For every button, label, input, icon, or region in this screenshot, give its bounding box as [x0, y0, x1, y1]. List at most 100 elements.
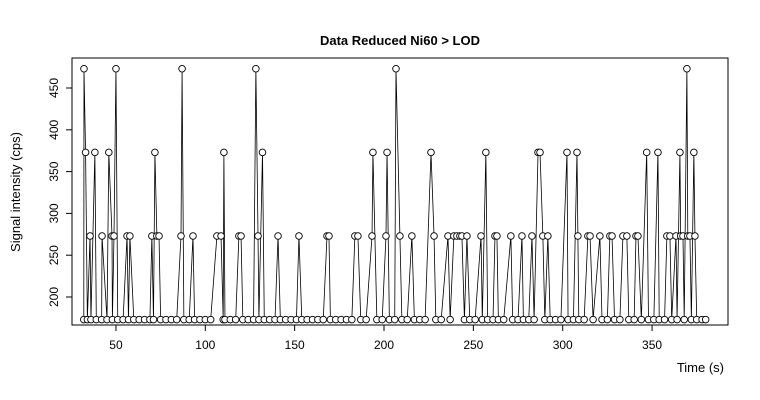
data-point: [660, 315, 669, 324]
chart-title: Data Reduced Ni60 > LOD: [320, 33, 480, 48]
data-point: [252, 65, 260, 73]
data-point: [112, 65, 120, 73]
data-point: [86, 232, 94, 240]
data-point: [155, 232, 163, 240]
data-point: [421, 315, 429, 324]
data-point: [98, 232, 106, 240]
data-point: [151, 148, 159, 157]
y-tick-label: 200: [47, 287, 61, 307]
data-point: [319, 315, 327, 324]
data-point: [642, 148, 651, 157]
data-point: [616, 315, 624, 324]
data-point: [390, 315, 399, 324]
data-point: [586, 232, 594, 240]
data-point: [110, 232, 118, 240]
x-tick-label: 350: [642, 338, 662, 352]
data-point: [623, 232, 631, 240]
y-axis-label: Signal intensity (cps): [8, 132, 23, 252]
data-point: [295, 232, 303, 240]
data-point: [690, 148, 698, 157]
data-point: [507, 232, 515, 240]
data-point: [634, 232, 642, 240]
y-tick-label: 250: [47, 245, 61, 265]
data-point: [354, 232, 362, 240]
x-tick-label: 150: [285, 338, 305, 352]
data-point: [518, 232, 526, 240]
data-point: [530, 315, 538, 324]
data-point: [499, 315, 508, 324]
data-point: [493, 232, 501, 240]
data-point: [237, 232, 245, 240]
data-point: [392, 65, 400, 73]
data-point: [437, 315, 445, 324]
data-point: [630, 315, 638, 324]
data-point: [206, 315, 215, 324]
data-point: [596, 232, 604, 240]
data-point: [608, 232, 616, 240]
data-point: [563, 148, 571, 157]
data-point: [348, 315, 356, 324]
y-tick-label: 350: [47, 161, 61, 181]
data-point: [680, 315, 688, 324]
data-point: [178, 65, 186, 73]
y-tick-label: 400: [47, 119, 61, 139]
data-point: [177, 232, 185, 240]
data-point: [482, 148, 490, 157]
data-point: [149, 315, 158, 324]
plot-frame: [71, 57, 729, 326]
data-point: [603, 315, 612, 324]
data-point: [408, 232, 416, 240]
x-tick-label: 100: [195, 338, 215, 352]
x-tick-label: 200: [374, 338, 394, 352]
data-point: [368, 232, 376, 240]
data-point: [691, 232, 699, 240]
x-axis-label: Time (s): [677, 360, 724, 375]
data-point: [378, 315, 386, 324]
data-point: [80, 65, 88, 73]
data-point: [666, 232, 674, 240]
data-point: [573, 148, 581, 157]
data-point: [105, 148, 113, 157]
data-point: [637, 315, 646, 324]
data-point: [396, 232, 404, 240]
data-point: [231, 315, 240, 324]
data-point: [446, 315, 454, 324]
data-point: [383, 148, 391, 157]
data-point: [430, 232, 438, 240]
data-point: [701, 315, 710, 324]
data-point: [220, 148, 228, 157]
data-point: [471, 315, 479, 324]
x-tick-label: 50: [109, 338, 123, 352]
data-line: [83, 68, 706, 320]
data-point: [574, 232, 582, 240]
data-point: [91, 148, 99, 157]
x-tick-label: 250: [463, 338, 483, 352]
data-point: [362, 315, 370, 324]
data-point: [683, 65, 691, 73]
data-point: [254, 232, 262, 240]
data-point: [172, 315, 181, 324]
data-point: [403, 315, 411, 324]
data-point: [126, 232, 134, 240]
data-point: [557, 315, 565, 324]
data-point: [325, 232, 333, 240]
data-point: [654, 148, 662, 157]
data-point: [676, 148, 684, 157]
x-tick-label: 300: [553, 338, 573, 352]
data-point: [382, 232, 390, 240]
data-point: [580, 315, 588, 324]
data-point: [463, 232, 471, 240]
data-point: [427, 148, 435, 157]
data-point: [673, 315, 681, 324]
data-point: [544, 232, 552, 240]
data-point: [258, 148, 267, 157]
data-point: [217, 232, 225, 240]
data-point: [189, 232, 197, 240]
data-point: [536, 148, 544, 157]
data-point: [528, 232, 536, 240]
data-point: [589, 315, 597, 324]
data-point: [274, 232, 282, 240]
y-tick-label: 450: [47, 78, 61, 98]
